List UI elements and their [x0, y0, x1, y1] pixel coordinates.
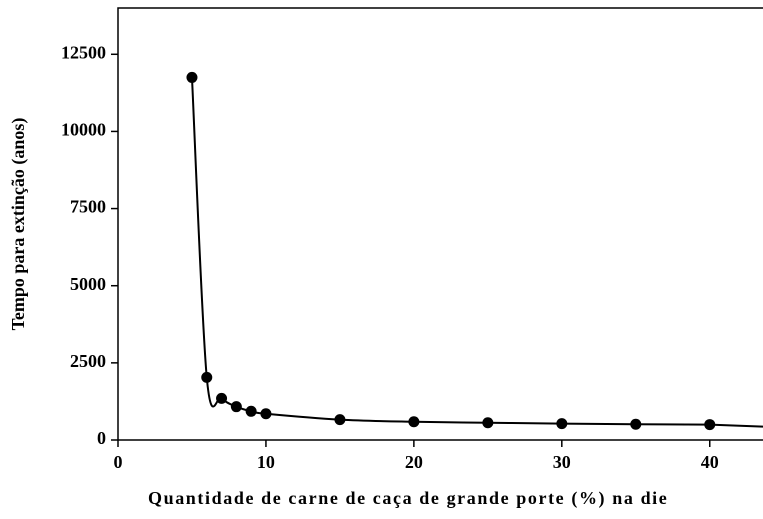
x-tick-label: 10	[257, 452, 275, 472]
data-point	[216, 392, 228, 404]
data-point	[260, 408, 272, 420]
x-tick-label: 0	[114, 452, 123, 472]
data-point	[556, 418, 568, 430]
plot-frame	[117, 7, 763, 441]
data-point	[245, 405, 257, 417]
data-point	[704, 419, 716, 431]
data-point	[334, 414, 346, 426]
y-axis-label: Tempo para extinção (anos)	[8, 118, 29, 331]
y-tick-label: 5000	[70, 274, 106, 294]
x-axis-label: Quantidade de carne de caça de grande po…	[148, 488, 668, 509]
data-point	[408, 416, 420, 428]
y-tick-label: 2500	[70, 351, 106, 371]
x-tick-label: 40	[701, 452, 719, 472]
y-tick-label: 0	[97, 428, 106, 448]
data-point	[186, 71, 198, 83]
x-tick-label: 30	[553, 452, 571, 472]
data-point	[482, 417, 494, 429]
data-point	[630, 418, 642, 430]
data-point	[230, 401, 242, 413]
data-point	[201, 371, 213, 383]
y-tick-label: 12500	[61, 42, 106, 62]
y-tick-label: 7500	[70, 197, 106, 217]
fit-line	[190, 77, 763, 428]
y-tick-label: 10000	[61, 120, 106, 140]
x-tick-label: 20	[405, 452, 423, 472]
